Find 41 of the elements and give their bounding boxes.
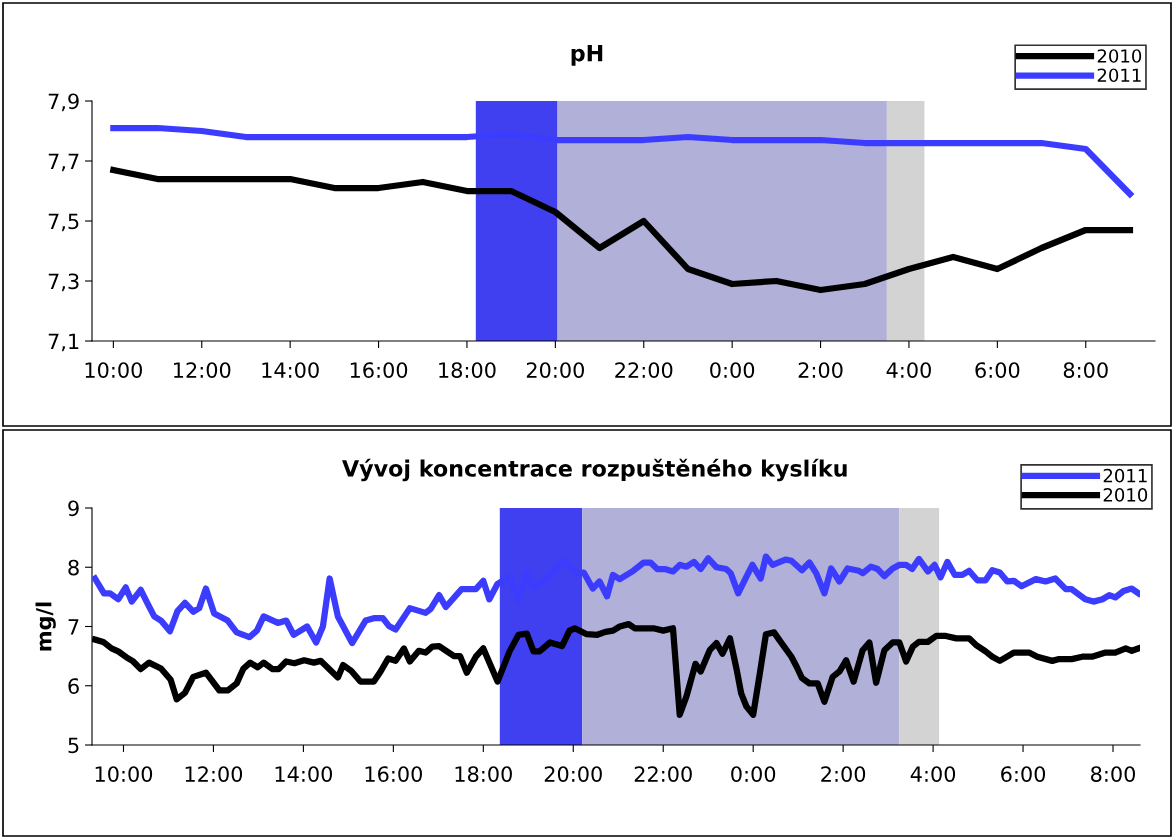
y-tick-label: 7,3 bbox=[48, 273, 79, 292]
x-tick-label: 0:00 bbox=[710, 362, 755, 378]
chart-title: pH bbox=[571, 44, 603, 66]
x-tick-label: 10:00 bbox=[85, 362, 142, 378]
y-tick-label: 7 bbox=[68, 619, 79, 635]
legend-label: 2010 bbox=[1097, 49, 1142, 63]
legend-label: 2011 bbox=[1103, 468, 1147, 483]
x-tick-label: 6:00 bbox=[975, 362, 1020, 378]
x-tick-label: 8:00 bbox=[1063, 362, 1108, 378]
x-tick-label: 20:00 bbox=[544, 766, 602, 782]
legend-label: 2011 bbox=[1097, 68, 1141, 83]
y-tick-label: 7,7 bbox=[48, 153, 79, 172]
x-tick-label: 4:00 bbox=[910, 766, 956, 782]
x-tick-label: 4:00 bbox=[886, 362, 931, 378]
x-tick-label: 0:00 bbox=[731, 766, 776, 782]
x-tick-label: 10:00 bbox=[95, 766, 153, 782]
x-tick-label: 2:00 bbox=[798, 362, 843, 378]
x-tick-label: 8:00 bbox=[1091, 766, 1136, 782]
x-tick-label: 14:00 bbox=[262, 362, 319, 378]
y-tick-label: 9 bbox=[68, 500, 79, 517]
x-tick-label: 6:00 bbox=[1001, 766, 1046, 782]
y-tick-label: 7,1 bbox=[48, 333, 79, 352]
y-tick-label: 6 bbox=[68, 678, 79, 694]
y-tick-label: 7,9 bbox=[48, 93, 79, 112]
x-tick-label: 16:00 bbox=[350, 362, 408, 378]
y-axis-title: mg/l bbox=[35, 602, 56, 651]
x-tick-label: 14:00 bbox=[275, 766, 333, 782]
x-tick-label: 20:00 bbox=[526, 362, 584, 378]
x-tick-label: 18:00 bbox=[439, 362, 496, 378]
x-tick-label: 12:00 bbox=[185, 766, 243, 782]
x-tick-label: 18:00 bbox=[455, 766, 512, 782]
y-tick-label: 7,5 bbox=[48, 213, 79, 232]
x-tick-label: 16:00 bbox=[365, 766, 422, 782]
chart-title: Vývoj koncentrace rozpuštěného kyslíku bbox=[342, 458, 847, 482]
y-tick-label: 8 bbox=[68, 559, 79, 576]
x-tick-label: 12:00 bbox=[174, 362, 231, 378]
x-tick-label: 22:00 bbox=[634, 766, 692, 782]
x-tick-label: 22:00 bbox=[615, 362, 673, 378]
x-tick-label: 2:00 bbox=[821, 766, 866, 782]
y-tick-label: 5 bbox=[68, 737, 79, 754]
legend-label: 2010 bbox=[1103, 488, 1148, 502]
